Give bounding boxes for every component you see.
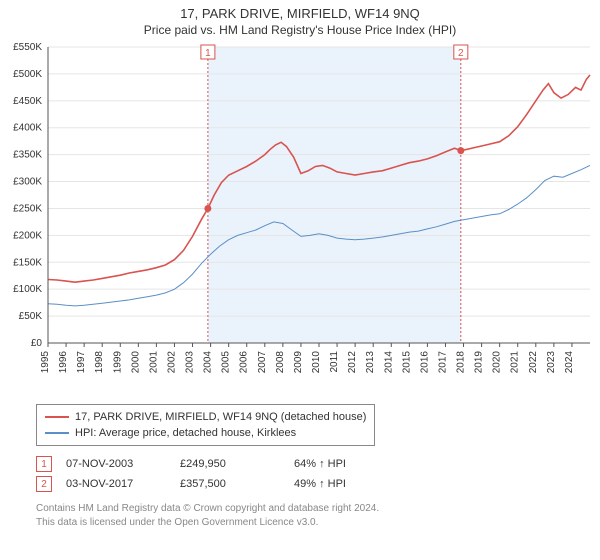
y-tick-label: £100K <box>13 284 42 295</box>
chart-title-2: Price paid vs. HM Land Registry's House … <box>0 23 600 37</box>
marker-pct: 49% ↑ HPI <box>294 478 394 490</box>
marker-dot <box>457 147 464 154</box>
x-tick-label: 2014 <box>383 351 394 374</box>
x-tick-label: 2006 <box>239 351 250 374</box>
marker-num: 2 <box>36 476 52 492</box>
x-tick-label: 2024 <box>564 351 575 374</box>
footer-attribution: Contains HM Land Registry data © Crown c… <box>36 502 600 529</box>
marker-table: 1 07-NOV-2003 £249,950 64% ↑ HPI 2 03-NOV-201… <box>36 454 600 494</box>
x-tick-label: 2023 <box>546 351 557 374</box>
marker-date: 03-NOV-2017 <box>66 478 166 490</box>
y-tick-label: £200K <box>13 230 42 241</box>
y-tick-label: £450K <box>13 96 42 107</box>
x-tick-label: 1996 <box>58 351 69 374</box>
y-tick-label: £250K <box>13 203 42 214</box>
x-tick-label: 2004 <box>203 351 214 374</box>
marker-dot <box>204 205 211 212</box>
x-tick-label: 2016 <box>419 351 430 374</box>
y-tick-label: £0 <box>31 338 43 349</box>
x-tick-label: 2022 <box>528 351 539 374</box>
y-tick-label: £550K <box>13 43 42 53</box>
x-tick-label: 2011 <box>329 351 340 373</box>
x-tick-label: 2017 <box>437 351 448 374</box>
x-tick-label: 2010 <box>311 351 322 374</box>
x-tick-label: 2018 <box>456 351 467 374</box>
legend-label: 17, PARK DRIVE, MIRFIELD, WF14 9NQ (deta… <box>75 411 366 423</box>
x-tick-label: 1998 <box>94 351 105 374</box>
shaded-region <box>208 47 461 343</box>
marker-num: 1 <box>36 456 52 472</box>
marker-pct: 64% ↑ HPI <box>294 458 394 470</box>
x-tick-label: 2009 <box>293 351 304 374</box>
x-tick-label: 1997 <box>76 351 87 374</box>
x-tick-label: 2008 <box>275 351 286 374</box>
legend: 17, PARK DRIVE, MIRFIELD, WF14 9NQ (deta… <box>36 404 375 446</box>
legend-swatch <box>45 432 69 434</box>
y-tick-label: £50K <box>19 311 43 322</box>
x-tick-label: 2020 <box>492 351 503 374</box>
y-tick-label: £350K <box>13 150 42 161</box>
legend-swatch <box>45 416 69 418</box>
footer-line-1: Contains HM Land Registry data © Crown c… <box>36 502 600 516</box>
x-tick-label: 2019 <box>474 351 485 374</box>
x-tick-label: 2000 <box>130 351 141 374</box>
marker-row: 2 03-NOV-2017 £357,500 49% ↑ HPI <box>36 474 600 494</box>
y-tick-label: £400K <box>13 123 42 134</box>
x-tick-label: 2013 <box>365 351 376 374</box>
marker-price: £249,950 <box>180 458 280 470</box>
marker-price: £357,500 <box>180 478 280 490</box>
x-tick-label: 2007 <box>257 351 268 374</box>
line-chart: £0 £50K £100K £150K £200K £250K £300K £350K £400… <box>0 43 600 398</box>
marker-badge-num: 1 <box>205 48 211 59</box>
x-tick-label: 2005 <box>221 351 232 374</box>
footer-line-2: This data is licensed under the Open Gov… <box>36 516 600 530</box>
marker-date: 07-NOV-2003 <box>66 458 166 470</box>
y-tick-label: £500K <box>13 69 42 80</box>
y-tick-label: £150K <box>13 257 42 268</box>
chart-title-1: 17, PARK DRIVE, MIRFIELD, WF14 9NQ <box>0 6 600 21</box>
x-tick-label: 2002 <box>166 351 177 374</box>
x-tick-label: 2012 <box>347 351 358 374</box>
legend-label: HPI: Average price, detached house, Kirk… <box>75 427 296 439</box>
x-tick-label: 2001 <box>148 351 159 374</box>
y-tick-label: £300K <box>13 177 42 188</box>
x-tick-label: 1999 <box>112 351 123 374</box>
legend-row: 17, PARK DRIVE, MIRFIELD, WF14 9NQ (deta… <box>45 409 366 425</box>
marker-badge-num: 2 <box>458 48 464 59</box>
marker-row: 1 07-NOV-2003 £249,950 64% ↑ HPI <box>36 454 600 474</box>
x-tick-label: 1995 <box>40 351 51 374</box>
legend-row: HPI: Average price, detached house, Kirk… <box>45 425 366 441</box>
x-tick-label: 2015 <box>401 351 412 374</box>
x-tick-label: 2021 <box>510 351 521 374</box>
x-tick-label: 2003 <box>185 351 196 374</box>
